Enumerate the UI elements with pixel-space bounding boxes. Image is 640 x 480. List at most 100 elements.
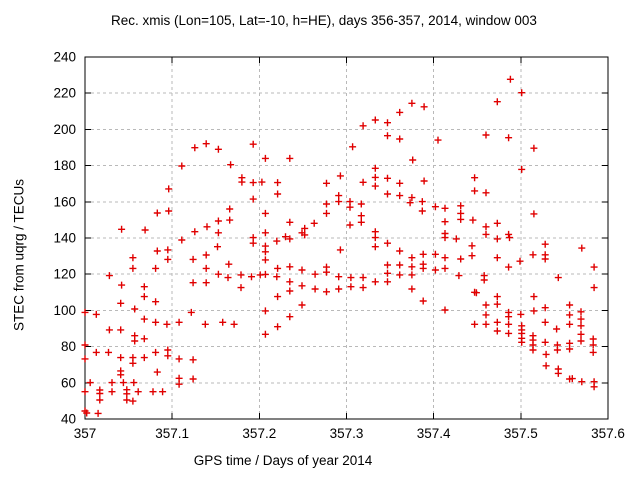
data-point bbox=[203, 223, 211, 231]
data-point bbox=[189, 356, 197, 364]
data-point bbox=[274, 190, 282, 198]
data-point bbox=[226, 216, 234, 224]
data-point bbox=[457, 209, 465, 217]
data-point bbox=[81, 388, 89, 396]
data-point bbox=[357, 212, 365, 220]
data-point bbox=[335, 192, 343, 200]
data-point bbox=[384, 132, 391, 140]
y-tick-label: 140 bbox=[53, 231, 76, 246]
data-point bbox=[261, 330, 269, 338]
data-point bbox=[105, 348, 112, 356]
data-point bbox=[530, 210, 538, 218]
data-point bbox=[553, 325, 561, 333]
x-tick-label: 357.5 bbox=[504, 426, 538, 441]
data-point bbox=[323, 200, 330, 208]
data-point bbox=[131, 305, 139, 313]
data-point bbox=[140, 354, 148, 362]
data-point bbox=[140, 293, 148, 301]
data-point bbox=[225, 260, 233, 268]
data-point bbox=[189, 375, 197, 383]
data-point bbox=[396, 135, 404, 143]
data-point bbox=[518, 89, 526, 97]
data-point bbox=[298, 301, 306, 309]
data-point bbox=[482, 301, 490, 309]
data-point bbox=[118, 225, 126, 233]
data-point bbox=[301, 231, 309, 239]
data-point bbox=[119, 379, 127, 387]
x-tick-label: 357.2 bbox=[242, 426, 276, 441]
data-point bbox=[566, 345, 574, 353]
data-point bbox=[542, 362, 550, 370]
data-point bbox=[81, 355, 89, 363]
data-point bbox=[471, 187, 479, 195]
data-point bbox=[396, 271, 404, 279]
data-point bbox=[286, 313, 294, 321]
x-tick-label: 357.4 bbox=[417, 426, 451, 441]
data-point bbox=[117, 299, 125, 307]
data-point bbox=[371, 228, 379, 236]
data-point bbox=[541, 338, 549, 346]
data-point bbox=[371, 234, 379, 242]
data-point bbox=[261, 248, 269, 256]
data-point bbox=[590, 263, 598, 271]
data-point bbox=[482, 311, 490, 319]
data-point bbox=[471, 174, 479, 182]
data-point bbox=[396, 108, 404, 116]
data-point bbox=[469, 216, 477, 224]
data-point bbox=[81, 308, 89, 316]
data-point bbox=[83, 409, 91, 417]
data-point bbox=[118, 281, 126, 289]
y-tick-label: 160 bbox=[53, 194, 76, 209]
data-point bbox=[530, 307, 538, 315]
data-point bbox=[371, 182, 379, 190]
data-point bbox=[431, 250, 439, 258]
data-point bbox=[117, 354, 125, 362]
data-point bbox=[189, 255, 197, 263]
data-point bbox=[149, 388, 157, 396]
data-point bbox=[261, 256, 269, 264]
data-point bbox=[431, 266, 439, 274]
data-point bbox=[468, 242, 476, 250]
data-point bbox=[577, 322, 585, 330]
data-point bbox=[371, 116, 379, 124]
data-point bbox=[441, 306, 449, 314]
data-point bbox=[530, 144, 538, 152]
data-point bbox=[249, 179, 257, 187]
data-point bbox=[249, 239, 257, 247]
data-point bbox=[493, 219, 501, 227]
data-point bbox=[152, 264, 160, 272]
data-point bbox=[529, 346, 537, 354]
data-point bbox=[408, 271, 416, 279]
y-tick-label: 120 bbox=[53, 267, 76, 282]
data-point bbox=[420, 103, 428, 111]
data-point bbox=[298, 282, 306, 290]
data-point bbox=[384, 269, 391, 277]
data-point bbox=[482, 320, 490, 328]
data-point bbox=[349, 143, 357, 151]
data-point bbox=[529, 251, 537, 259]
data-point bbox=[517, 310, 525, 318]
data-point bbox=[493, 318, 501, 326]
x-tick-label: 357.3 bbox=[330, 426, 364, 441]
data-point bbox=[129, 264, 137, 272]
data-point bbox=[408, 194, 416, 202]
data-point bbox=[129, 254, 137, 262]
data-point bbox=[384, 174, 391, 182]
data-point bbox=[140, 283, 148, 291]
data-point bbox=[420, 177, 428, 185]
data-point bbox=[457, 202, 465, 210]
data-point bbox=[261, 229, 269, 237]
data-point bbox=[163, 320, 171, 328]
data-point bbox=[178, 236, 186, 244]
data-point bbox=[472, 289, 480, 297]
data-point bbox=[577, 308, 585, 316]
data-point bbox=[261, 154, 269, 162]
data-point bbox=[347, 283, 355, 291]
y-tick-label: 80 bbox=[61, 339, 76, 354]
y-tick-label: 100 bbox=[53, 303, 76, 318]
data-point bbox=[214, 243, 221, 251]
data-point bbox=[577, 337, 585, 345]
data-point bbox=[541, 240, 549, 248]
data-point bbox=[505, 134, 513, 142]
data-point bbox=[273, 237, 281, 245]
